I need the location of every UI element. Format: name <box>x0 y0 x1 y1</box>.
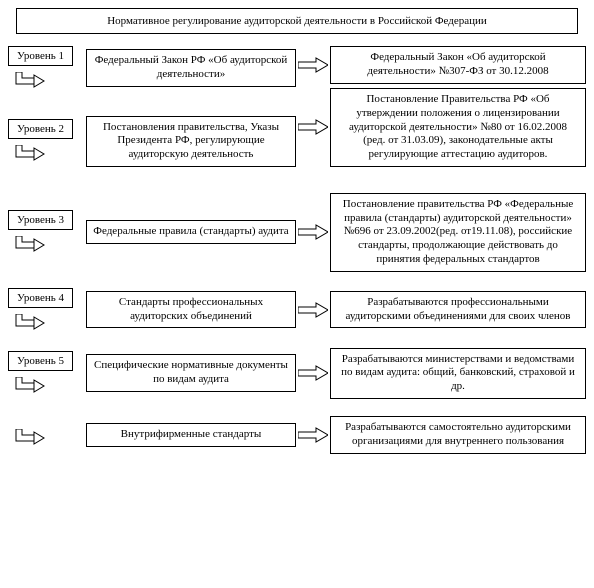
right-box-fz307: Федеральный Закон «Об аудиторской деятел… <box>330 46 586 84</box>
level-3-arrow-icon <box>12 236 46 254</box>
group-level-1-2: Уровень 1 Федеральный Закон РФ «Об аудит… <box>8 46 586 167</box>
level-4-label: Уровень 4 <box>8 288 73 308</box>
level-5-label: Уровень 5 <box>8 351 73 371</box>
arrow-icon <box>296 365 330 381</box>
row-level-5b: Внутрифирменные стандарты Разрабатываютс… <box>8 415 586 455</box>
arrow-icon <box>296 119 330 135</box>
arrow-icon <box>296 302 330 318</box>
level-2-label: Уровень 2 <box>8 119 73 139</box>
level-2-arrow-icon <box>12 145 46 163</box>
right-box-internal-use: Разрабатываются самостоятельно аудиторск… <box>330 416 586 454</box>
mid-box-federal-standards: Федеральные правила (стандарты) аудита <box>86 220 296 244</box>
level-5b-arrow-icon <box>12 429 46 447</box>
row-level-4: Уровень 4 Стандарты профессиональных ауд… <box>8 288 586 332</box>
diagram-title: Нормативное регулирование аудиторской де… <box>16 8 578 34</box>
right-box-ministries: Разрабатываются министерствами и ведомст… <box>330 348 586 399</box>
right-box-n696: Постановление правительства РФ «Федераль… <box>330 193 586 272</box>
mid-box-prof-standards: Стандарты профессиональных аудиторских о… <box>86 291 296 329</box>
row-level-5a: Уровень 5 Специфические нормативные доку… <box>8 348 586 399</box>
row-level-3: Уровень 3 Федеральные правила (стандарты… <box>8 193 586 272</box>
arrow-icon <box>296 57 330 73</box>
right-box-prof-assoc: Разрабатываются профессиональными аудито… <box>330 291 586 329</box>
level-5-arrow-icon <box>12 377 46 395</box>
level-4-arrow-icon <box>12 314 46 332</box>
mid-box-federal-law: Федеральный Закон РФ «Об аудиторской дея… <box>86 49 296 87</box>
right-box-licensing: Постановление Правительства РФ «Об утвер… <box>330 88 586 167</box>
level-3-label: Уровень 3 <box>8 210 73 230</box>
mid-box-specific-docs: Специфические нормативные документы по в… <box>86 354 296 392</box>
level-1-arrow-icon <box>12 72 46 90</box>
mid-box-gov-decrees: Постановления правительства, Указы Прези… <box>86 116 296 167</box>
arrow-icon <box>296 224 330 240</box>
level-1-label: Уровень 1 <box>8 46 73 66</box>
mid-box-internal-standards: Внутрифирменные стандарты <box>86 423 296 447</box>
arrow-icon <box>296 427 330 443</box>
